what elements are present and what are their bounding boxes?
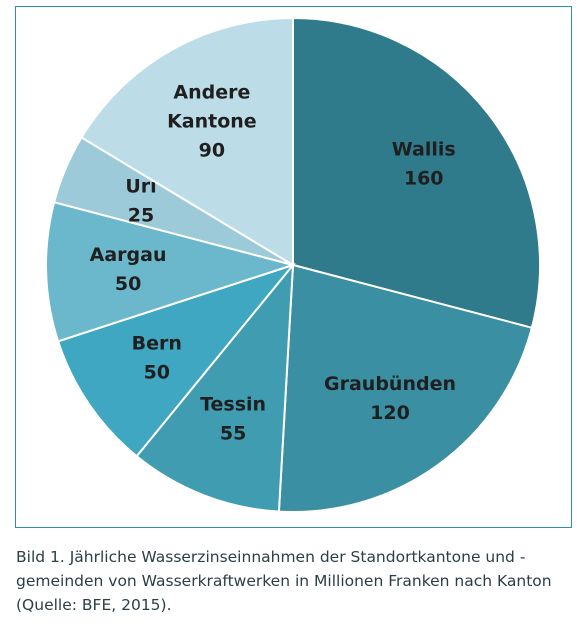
chart-frame: Wallis 160 Graubünden 120 Tessin 55 Bern 50 Aarg…: [15, 6, 572, 528]
pie-slice-tessin: [135, 261, 295, 513]
slice-name: Bern: [132, 332, 182, 354]
slice-value: 55: [220, 422, 246, 444]
slice-name: Aargau: [90, 244, 167, 266]
pie-label-uri: Uri 25: [125, 175, 156, 226]
slice-value: 120: [370, 402, 410, 424]
slice-value: 50: [115, 273, 141, 295]
slice-value: 160: [404, 167, 444, 189]
pie-label-bern: Bern 50: [132, 332, 182, 383]
slice-value: 25: [128, 204, 154, 226]
slice-name: Andere: [173, 81, 250, 103]
slice-name: Uri: [125, 175, 156, 197]
pie-label-tessin: Tessin 55: [200, 393, 266, 444]
pie-label-graubunden: Graubünden 120: [324, 373, 456, 424]
pie-slice-wallis: [292, 16, 542, 330]
pie-label-wallis: Wallis 160: [392, 138, 456, 189]
pie-slice-bern: [56, 262, 296, 458]
slice-name: Tessin: [200, 393, 266, 415]
figure-caption: Bild 1. Jährliche Wasserzinseinnahmen de…: [16, 548, 552, 614]
slice-value: 90: [199, 139, 225, 161]
pie-slice-andere-kantone: [80, 16, 294, 267]
pie-slice-aargau: [44, 200, 297, 343]
slice-name: Wallis: [392, 138, 456, 160]
pie-slice-graubunden: [277, 263, 534, 514]
pie-label-andere-kantone: Andere Kantone 90: [167, 81, 257, 161]
pie-label-aargau: Aargau 50: [90, 244, 167, 295]
slice-value: 50: [144, 361, 170, 383]
slice-name: Kantone: [167, 110, 257, 132]
slice-name: Graubünden: [324, 373, 456, 395]
